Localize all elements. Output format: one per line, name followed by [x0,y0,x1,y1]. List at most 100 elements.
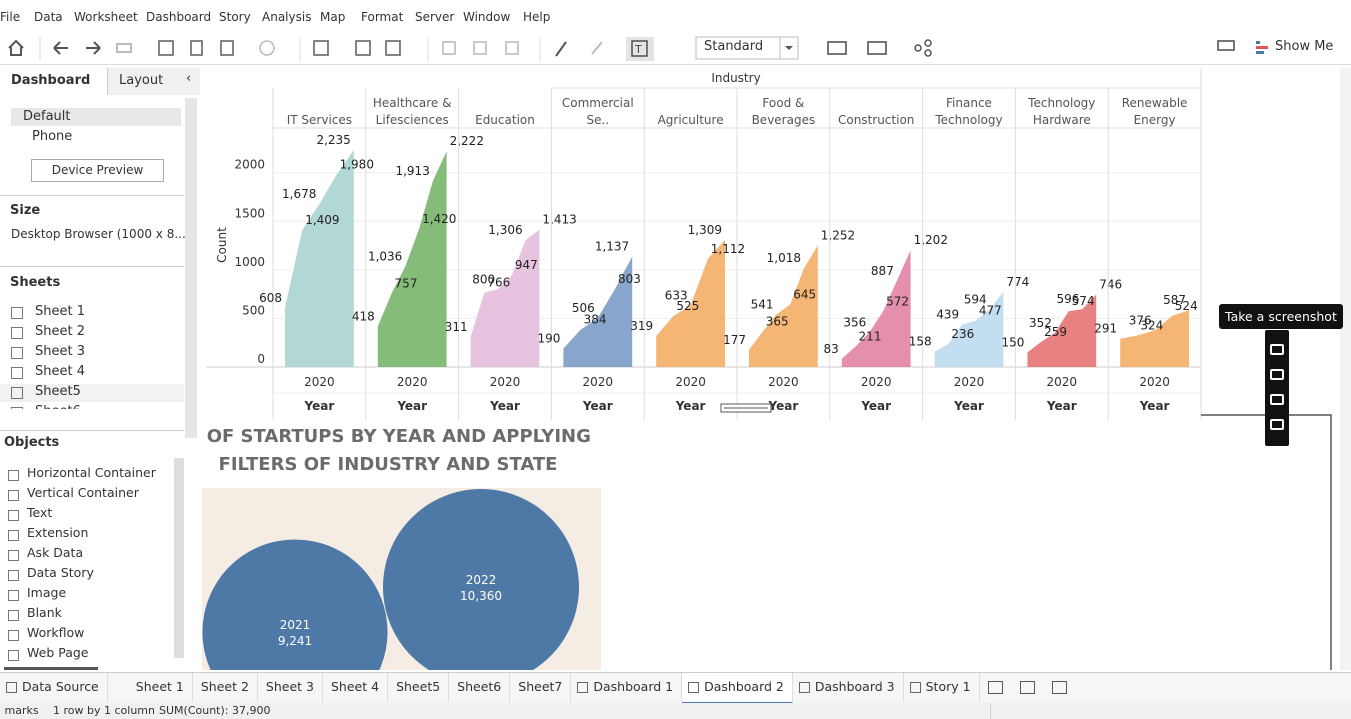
sheet-tab[interactable]: Dashboard 3 [793,673,904,702]
sheet-tab[interactable]: Sheet7 [510,673,572,702]
device-item[interactable]: Phone [32,129,73,144]
status-text: 5 marks [0,704,39,717]
sheet-tab[interactable]: Dashboard 1 [571,673,683,702]
data-label: 1,420 [422,212,456,226]
settings-button[interactable] [1270,419,1284,430]
area [563,256,633,367]
new-dashboard-button[interactable] [1019,681,1035,694]
sheet-item[interactable]: Sheet 1 [35,304,85,319]
menu-item[interactable]: Data [34,10,63,24]
object-item[interactable]: Workflow [27,625,85,640]
sheet-tab[interactable]: Data Source [0,673,108,702]
tab-icon [909,682,921,693]
menu-item[interactable]: Dashboard [146,10,212,24]
data-label: 1,980 [340,158,374,172]
column-header: Technology Hardware [1028,96,1096,127]
video-button[interactable] [1270,369,1284,380]
data-label: 259 [1044,325,1067,339]
data-label: 594 [964,292,987,306]
object-item[interactable]: Ask Data [27,545,84,560]
data-label: 1,018 [767,251,801,265]
show-me-button[interactable]: Show Me [1275,39,1334,54]
data-label: 541 [751,297,774,311]
device-preview-button[interactable]: Device Preview [31,159,164,182]
data-label: 746 [1099,278,1122,292]
menu-item[interactable]: Map [320,10,346,24]
selection-frame [1201,414,1332,670]
object-item[interactable]: Data Story [27,565,94,580]
bubble-category: 2021 [280,618,311,632]
sheet-tab[interactable]: Sheet 3 [258,673,323,702]
data-label: 291 [1094,322,1117,336]
sheet-item[interactable]: Sheet 2 [35,324,85,339]
sheet-tab[interactable]: Sheet 1 [128,673,193,702]
sheet-item[interactable]: Sheet5 [35,384,81,399]
menu-item[interactable]: Worksheet [74,10,138,24]
x-tick-label: 2020 [954,375,985,389]
sheet-highlight [0,384,184,402]
sheet-icon [11,367,23,379]
left-panel: Dashboard Layout ‹ Default Phone Device Previ… [0,68,201,670]
sheet-icon [11,347,23,359]
device-highlight [11,108,181,126]
sheet-tab[interactable]: Story 1 [904,673,980,702]
bubble-category: 2022 [466,573,497,587]
data-label: 587 [1163,293,1186,307]
data-label: 574 [1072,294,1095,308]
data-label: 365 [766,315,789,329]
divider [0,430,184,431]
sheet-tab[interactable]: Sheet 4 [323,673,389,702]
status-bar: 5 marks 1 row by 1 column SUM(Count): 37,9… [0,703,1351,719]
data-label: 311 [445,320,468,334]
object-item[interactable]: Text [27,505,53,520]
scrollbar[interactable] [1340,68,1351,670]
data-label: 596 [1057,292,1080,306]
menu-item[interactable]: Format [361,10,404,24]
chart-title: O OF STARTUPS BY YEAR AND APPLYING [200,426,591,447]
data-label: 525 [676,299,699,313]
object-item[interactable]: Vertical Container [27,485,139,500]
menu-item[interactable]: File [0,10,21,24]
sheet-tab[interactable]: Sheet6 [449,673,511,702]
sheet-tab[interactable]: Sheet 2 [193,673,258,702]
y-axis-label: Count [215,227,229,263]
menu-item[interactable]: Story [219,10,251,24]
panel-tab[interactable]: Layout [119,73,164,88]
dashboard-canvas: Industry Count 0 500 1000 1500 2000 608 1,409 1,6… [200,68,1340,670]
panel-tab[interactable]: Dashboard [11,73,91,88]
sheet-item[interactable]: Sheet 3 [35,344,85,359]
view-select[interactable]: Standard [704,39,764,54]
camera-button[interactable] [1270,344,1284,355]
area [841,250,911,367]
scrollbar[interactable] [185,98,197,438]
device-item[interactable]: Default [23,109,71,124]
menu-item[interactable]: Server [415,10,455,24]
divider [0,266,184,267]
windows-button[interactable] [1270,394,1284,405]
sheet-tab[interactable]: Sheet5 [388,673,450,702]
data-label: 477 [979,304,1002,318]
data-label: 211 [859,330,882,344]
column-header-title: Industry [711,71,760,85]
menu-item[interactable]: Help [523,10,551,24]
data-label: 766 [487,276,510,290]
data-label: 319 [630,319,653,333]
object-item[interactable]: Blank [27,605,62,620]
new-story-button[interactable] [1051,681,1067,694]
menu-item[interactable]: Analysis [262,10,312,24]
new-sheet-button[interactable] [987,681,1003,694]
x-axis-label: Year [953,399,984,413]
object-item[interactable]: Image [27,585,67,600]
object-item[interactable]: Extension [27,525,89,540]
capture-tools[interactable] [1265,330,1289,446]
tab-bg [107,68,200,95]
object-item[interactable]: Horizontal Container [27,465,156,480]
data-label: 1,036 [368,249,402,263]
sheet-item[interactable]: Sheet 4 [35,364,85,379]
menu-item[interactable]: Window [463,10,511,24]
scrollbar[interactable] [174,458,184,658]
size-select[interactable]: Desktop Browser (1000 x 8... [11,227,186,241]
data-label: 2,235 [316,133,350,147]
sheet-tab[interactable]: Dashboard 2 [682,673,793,704]
object-item[interactable]: Web Page [27,645,89,660]
